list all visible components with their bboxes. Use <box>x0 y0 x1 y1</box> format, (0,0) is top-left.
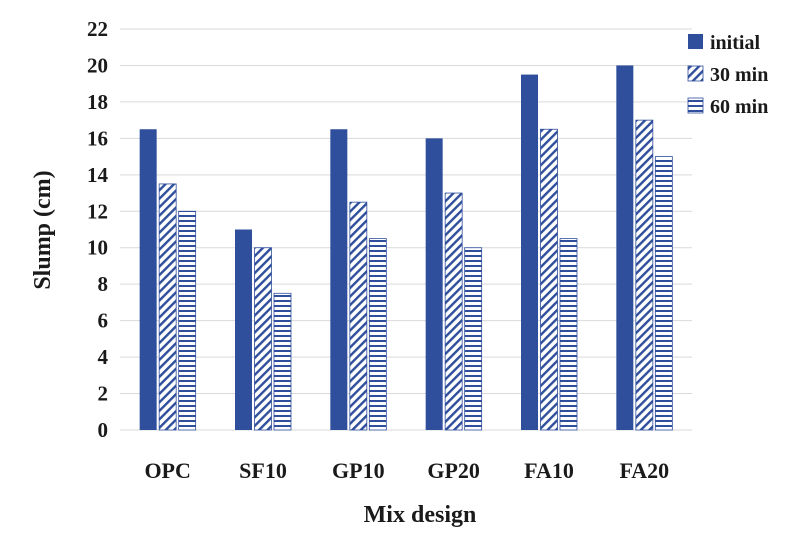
bars <box>139 65 673 431</box>
y-tick-label: 2 <box>98 382 109 406</box>
bar-initial-OPC <box>139 129 157 430</box>
x-tick-label: SF10 <box>239 458 287 483</box>
bar-initial-FA10 <box>521 74 538 431</box>
y-axis-title: Slump (cm) <box>30 170 56 289</box>
y-tick-label: 22 <box>87 17 108 41</box>
legend: initial 30 min 60 min <box>687 32 768 118</box>
bar-initial-FA20 <box>616 65 634 431</box>
y-tick-label: 16 <box>87 126 108 150</box>
bar-30-min-FA20 <box>635 119 654 431</box>
y-axis-ticks: 0 2 4 6 8 10 12 14 16 18 20 22 <box>87 17 109 442</box>
bar-initial-GP10 <box>330 129 348 430</box>
bar-60-min-GP20 <box>464 247 483 431</box>
x-tick-label: FA20 <box>619 458 669 483</box>
bar-30-min-OPC <box>158 183 177 431</box>
bar-60-min-GP10 <box>368 238 387 431</box>
legend-label: initial <box>710 32 760 54</box>
y-tick-label: 12 <box>87 199 108 223</box>
y-tick-label: 4 <box>98 345 109 369</box>
bar-initial-GP20 <box>425 138 443 430</box>
y-tick-label: 18 <box>87 90 108 114</box>
gridlines <box>120 28 692 431</box>
legend-swatch <box>687 65 704 82</box>
bar-30-min-GP20 <box>444 192 463 431</box>
y-tick-label: 14 <box>87 163 109 187</box>
legend-swatch <box>688 34 703 49</box>
bar-30-min-GP10 <box>349 201 368 431</box>
y-tick-label: 6 <box>98 309 109 333</box>
y-tick-label: 20 <box>87 53 108 77</box>
bar-60-min-FA20 <box>654 156 673 431</box>
legend-swatch <box>687 97 704 114</box>
bar-30-min-FA10 <box>540 128 558 431</box>
y-tick-label: 0 <box>98 418 109 442</box>
x-axis-ticks: OPC SF10 GP10 GP20 FA10 FA20 <box>144 458 669 483</box>
bar-30-min-SF10 <box>254 247 272 431</box>
x-tick-label: GP10 <box>332 458 385 483</box>
x-tick-label: OPC <box>144 458 190 483</box>
x-tick-label: GP20 <box>427 458 480 483</box>
bar-60-min-SF10 <box>273 292 292 431</box>
y-tick-label: 8 <box>98 272 109 296</box>
y-tick-label: 10 <box>87 236 108 260</box>
x-axis-title: Mix design <box>364 502 477 528</box>
x-tick-label: FA10 <box>524 458 574 483</box>
bar-60-min-OPC <box>178 210 197 431</box>
bar-initial-SF10 <box>235 229 252 430</box>
legend-label: 60 min <box>710 96 768 118</box>
bar-60-min-FA10 <box>559 238 578 431</box>
legend-label: 30 min <box>710 64 768 86</box>
